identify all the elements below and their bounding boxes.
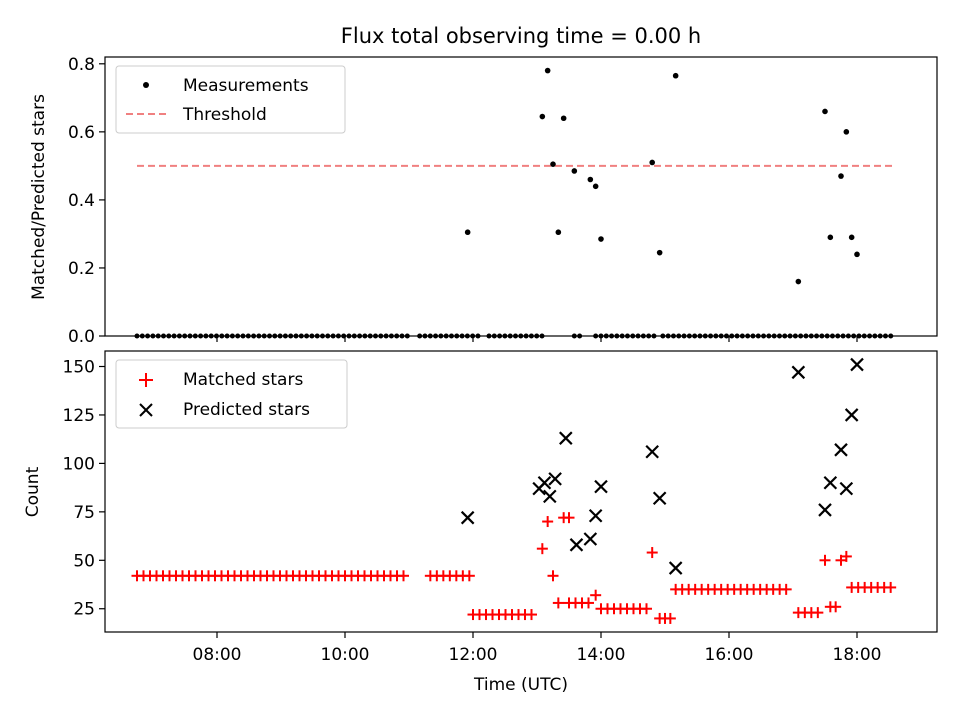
legend-predicted-label: Predicted stars [183,400,310,420]
measurement-point [560,115,567,122]
bottom-y-axis-label: Count [23,466,43,517]
measurement-point [795,278,802,285]
legend-measurements-label: Measurements [183,76,309,96]
matched-star-point [542,516,554,528]
measurement-point [539,113,546,120]
bottom-y-tick-label: 150 [63,358,95,378]
matched-star-point [812,607,824,619]
measurement-point [827,234,834,241]
measurement-point [550,161,556,167]
top-axes: 0.0 0.2 0.4 0.6 0.8 [68,55,858,347]
top-y-tick-label: 0.6 [68,123,95,143]
top-y-tick-label: 0.0 [68,327,95,347]
matched-star-point [583,597,594,609]
predicted-star-point [569,538,584,552]
top-plot-frame [104,56,938,337]
matched-star-point [463,570,475,582]
top-y-tick-label: 0.2 [68,259,95,279]
predicted-star-point [460,510,475,525]
bottom-legend: Matched stars Predicted stars [115,359,348,429]
x-tick-label: 08:00 [193,645,242,665]
measurement-point [544,67,551,74]
matched-star-point [780,583,792,595]
measurement-point [656,249,663,256]
legend-threshold-label: Threshold [182,105,267,125]
predicted-star-point [839,481,854,496]
predicted-star-point [543,489,557,504]
x-tick-label: 16:00 [705,645,754,665]
bottom-axes: 25 50 75 100 125 150 08:00 10:00 12:00 14:00 16:00… [63,358,882,665]
legend-matched-marker [139,373,153,387]
matched-star-point [885,581,897,593]
x-tick-label: 14:00 [577,645,626,665]
measurement-point [838,173,844,179]
x-tick-label: 10:00 [321,645,370,665]
bottom-panel: 25 50 75 100 125 150 08:00 10:00 12:00 14:00 16:00… [23,350,938,695]
predicted-star-point [818,503,832,517]
bottom-plot-frame [104,350,938,633]
measurement-point [592,183,599,190]
top-legend-box [115,65,346,134]
predicted-star-point [834,443,848,457]
predicted-star-point [548,472,562,486]
legend-measurements-marker [143,82,149,88]
predicted-star-point [668,561,683,575]
matched-star-point [563,512,575,524]
matched-star-point [664,612,676,624]
predicted-star-point [645,444,659,459]
measurement-point [843,129,850,135]
predicted-star-point [823,476,838,490]
measurement-point [598,236,604,242]
x-tick-label: 12:00 [449,645,498,665]
predicted-star-point [791,365,806,380]
measurement-point [848,234,855,241]
top-y-axis-label: Matched/Predicted stars [29,94,49,300]
measurement-point [822,108,828,115]
matched-star-point [547,570,559,582]
measurement-point [464,229,471,236]
top-panel: 0.00.20.40.60.8 Matched/Predicted stars … [29,55,938,347]
top-legend: Measurements Threshold [115,65,346,134]
bottom-y-tick-label: 25 [73,600,95,620]
measurement-point [571,168,578,174]
predicted-star-point [652,491,667,506]
predicted-star-point [850,357,864,372]
legend-matched-label: Matched stars [183,370,303,390]
predicted-star-point [588,508,603,523]
bottom-y-tick-label: 125 [63,406,95,426]
predicted-star-point [559,431,573,445]
matched-star-point [819,554,831,566]
matched-star-point [590,589,602,601]
x-tick-label: 18:00 [833,645,882,665]
matched-star-point [536,543,548,555]
matched-star-point [526,609,537,621]
bottom-y-tick-label: 75 [73,503,95,523]
matched-star-point [646,547,658,559]
matched-star-point [398,570,409,582]
measurement-point [854,251,860,258]
predicted-star-point [594,479,608,494]
chart-title: Flux total observing time = 0.00 h [341,24,701,48]
bottom-y-tick-label: 100 [63,454,95,474]
bottom-legend-box [115,359,348,429]
measurement-point [649,159,655,166]
x-axis-label: Time (UTC) [473,675,568,695]
top-y-tick-label: 0.8 [68,55,95,75]
matched-star-point [840,550,852,562]
matched-star-point [830,601,842,613]
bottom-y-tick-label: 50 [73,551,95,571]
predicted-star-point [537,476,552,490]
predicted-star-point [583,532,598,546]
predicted-star-point [844,408,859,422]
matched-star-point [641,603,652,615]
measurement-point [587,176,594,183]
top-y-tick-label: 0.4 [68,191,95,211]
matched-star-point [552,597,564,609]
legend-predicted-marker [139,403,153,417]
measurement-point [672,72,679,79]
measurement-point [555,229,562,236]
bottom-plot-marks [131,357,897,624]
